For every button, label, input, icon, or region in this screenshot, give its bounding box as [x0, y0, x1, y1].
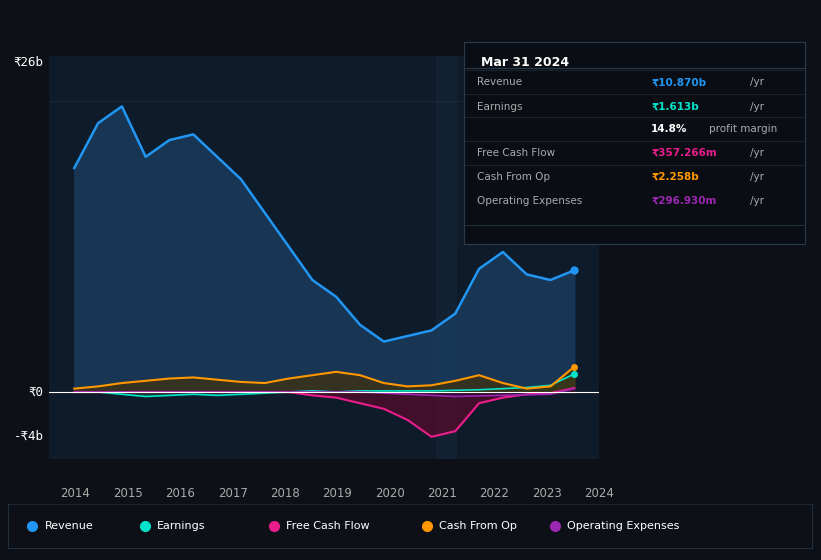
Text: 2018: 2018 [270, 487, 300, 501]
Text: ₹2.258b: ₹2.258b [651, 172, 699, 182]
Text: /yr: /yr [750, 196, 764, 206]
Text: 2019: 2019 [323, 487, 352, 501]
Text: ₹10.870b: ₹10.870b [651, 77, 706, 87]
Text: Revenue: Revenue [478, 77, 523, 87]
Text: 2020: 2020 [375, 487, 405, 501]
Text: ₹26b: ₹26b [14, 56, 44, 69]
Text: 14.8%: 14.8% [651, 124, 688, 134]
Text: Cash From Op: Cash From Op [478, 172, 551, 182]
Text: -₹4b: -₹4b [14, 430, 44, 444]
Text: ₹1.613b: ₹1.613b [651, 101, 699, 111]
Text: 2016: 2016 [165, 487, 195, 501]
Text: 2021: 2021 [427, 487, 457, 501]
Text: 2017: 2017 [218, 487, 248, 501]
Text: Cash From Op: Cash From Op [438, 521, 516, 531]
Text: Mar 31 2024: Mar 31 2024 [481, 56, 569, 69]
Text: ₹296.930m: ₹296.930m [651, 196, 717, 206]
Text: ₹0: ₹0 [29, 385, 44, 399]
Text: 2015: 2015 [113, 487, 143, 501]
Text: Operating Expenses: Operating Expenses [478, 196, 583, 206]
Text: Earnings: Earnings [157, 521, 205, 531]
Text: /yr: /yr [750, 172, 764, 182]
Text: /yr: /yr [750, 77, 764, 87]
Text: /yr: /yr [750, 148, 764, 158]
Text: 2014: 2014 [61, 487, 90, 501]
Text: Revenue: Revenue [44, 521, 93, 531]
Text: /yr: /yr [750, 101, 764, 111]
Text: 2023: 2023 [532, 487, 562, 501]
Text: Operating Expenses: Operating Expenses [567, 521, 680, 531]
Text: profit margin: profit margin [709, 124, 777, 134]
Text: Free Cash Flow: Free Cash Flow [286, 521, 369, 531]
Text: ₹357.266m: ₹357.266m [651, 148, 717, 158]
Text: 2022: 2022 [479, 487, 510, 501]
Text: Free Cash Flow: Free Cash Flow [478, 148, 556, 158]
Text: 2024: 2024 [585, 487, 614, 501]
Text: Earnings: Earnings [478, 101, 523, 111]
